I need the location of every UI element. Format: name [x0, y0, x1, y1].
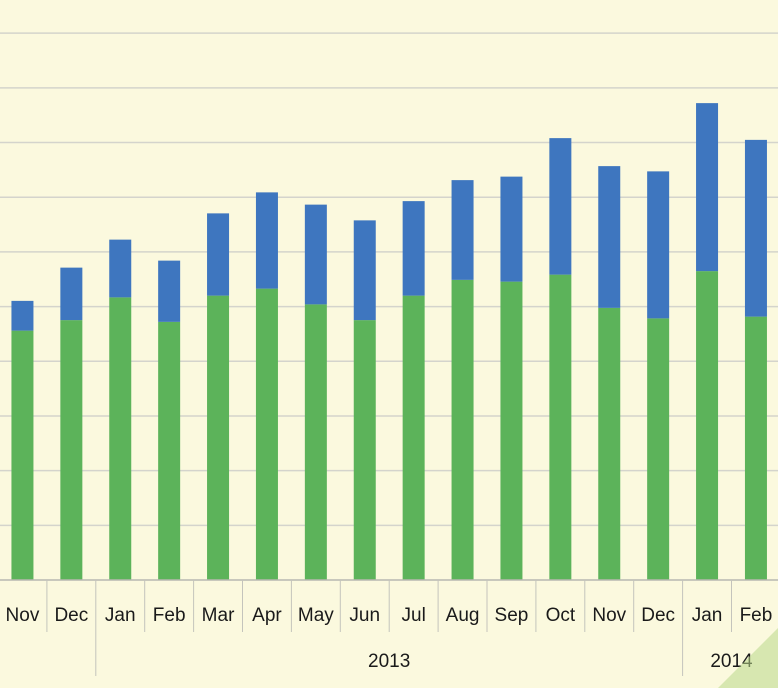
x-tick-label: Oct — [546, 605, 576, 626]
x-tick-label: Nov — [6, 605, 40, 626]
bar-segment-blue-9 — [451, 180, 474, 280]
bar-segment-blue-14 — [696, 103, 719, 272]
bar-segment-green-15 — [744, 316, 767, 580]
corner-decoration — [718, 628, 778, 688]
bar-segment-blue-13 — [647, 171, 670, 319]
bar-segment-blue-5 — [255, 192, 278, 289]
bar-segment-green-7 — [353, 320, 376, 580]
bar-segment-blue-3 — [158, 260, 181, 322]
bar-segment-blue-6 — [304, 204, 327, 305]
x-tick-label: Jul — [402, 605, 426, 626]
x-tick-label: Dec — [54, 605, 88, 626]
bar-segment-blue-12 — [598, 166, 621, 308]
year-group-labels: 2013 2014 — [368, 651, 753, 672]
x-tick-label: Dec — [641, 605, 675, 626]
bar-segment-blue-8 — [402, 201, 425, 296]
bar-segment-green-13 — [647, 318, 670, 580]
bar-segment-green-1 — [60, 320, 83, 580]
bar-segment-green-8 — [402, 295, 425, 580]
bar-segment-green-0 — [11, 330, 34, 580]
x-tick-label: Apr — [252, 605, 282, 626]
x-tick-label: Mar — [202, 605, 235, 626]
bar-segment-green-4 — [207, 295, 230, 580]
year-group-label: 2013 — [368, 651, 410, 672]
x-tick-label: Aug — [446, 605, 480, 626]
bar-segment-blue-10 — [500, 176, 523, 282]
bar-segment-blue-1 — [60, 267, 83, 321]
bar-segment-blue-11 — [549, 138, 572, 275]
axes — [0, 579, 778, 676]
bar-segment-blue-15 — [744, 139, 767, 317]
bar-segment-green-2 — [109, 297, 132, 580]
bar-segment-blue-7 — [353, 220, 376, 321]
bar-segment-green-6 — [304, 304, 327, 580]
x-tick-label: Jan — [105, 605, 136, 626]
bar-segment-green-11 — [549, 274, 572, 580]
x-tick-labels: Nov Dec Jan Feb Mar Apr May Jun Jul Aug Sep Oct Nov D… — [6, 605, 773, 626]
bar-segment-green-5 — [255, 288, 278, 580]
bar-segment-green-9 — [451, 279, 474, 580]
x-tick-label: Feb — [740, 605, 773, 626]
x-tick-label: Feb — [153, 605, 186, 626]
x-tick-label: Nov — [592, 605, 626, 626]
bar-segment-green-3 — [158, 321, 181, 580]
bar-segment-green-12 — [598, 307, 621, 580]
bar-segment-green-10 — [500, 281, 523, 580]
bar-segment-blue-2 — [109, 239, 132, 298]
bar-segment-blue-4 — [207, 213, 230, 296]
bars — [11, 103, 767, 580]
bar-segment-green-14 — [696, 271, 719, 580]
bar-segment-blue-0 — [11, 300, 34, 331]
x-tick-label: May — [298, 605, 334, 626]
x-tick-label: Jun — [349, 605, 380, 626]
x-tick-label: Jan — [692, 605, 723, 626]
x-tick-label: Sep — [495, 605, 529, 626]
